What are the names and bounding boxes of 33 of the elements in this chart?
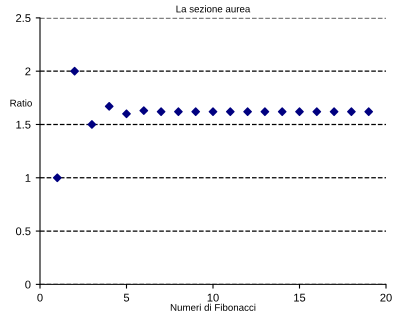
point (330, 107, 338, 116)
point (156, 107, 166, 116)
point (226, 107, 235, 116)
chart-title: La sezione aurea (176, 5, 250, 12)
point (295, 107, 304, 116)
y-axis-title: Ratio (10, 99, 32, 107)
point (52, 173, 62, 182)
point (364, 107, 374, 116)
x-axis-title: Numeri di Fibonacci (170, 304, 256, 311)
x-tick-label: 20 (380, 294, 392, 302)
x-tick-label: 0 (37, 294, 43, 302)
y-tick-label: 2 (25, 67, 30, 76)
point (139, 106, 148, 115)
y-tick-label: 1 (26, 174, 30, 182)
x-tick-label: 15 (294, 294, 306, 302)
point (104, 102, 114, 111)
point (191, 107, 200, 116)
point (88, 120, 96, 129)
point (347, 107, 356, 116)
y-tick-label: 2.5 (16, 14, 31, 22)
point (122, 109, 131, 118)
y-tick-label: 0.5 (16, 227, 31, 236)
point (260, 107, 270, 116)
point (312, 107, 322, 116)
point (70, 66, 79, 76)
x-tick-label: 5 (124, 294, 130, 302)
point (243, 107, 252, 116)
point (208, 107, 218, 116)
x-tick-label: 10 (208, 294, 219, 302)
y-tick-label: 1.5 (16, 120, 31, 129)
point (278, 107, 287, 116)
point (174, 107, 183, 116)
y-tick-label: 0 (25, 280, 31, 289)
